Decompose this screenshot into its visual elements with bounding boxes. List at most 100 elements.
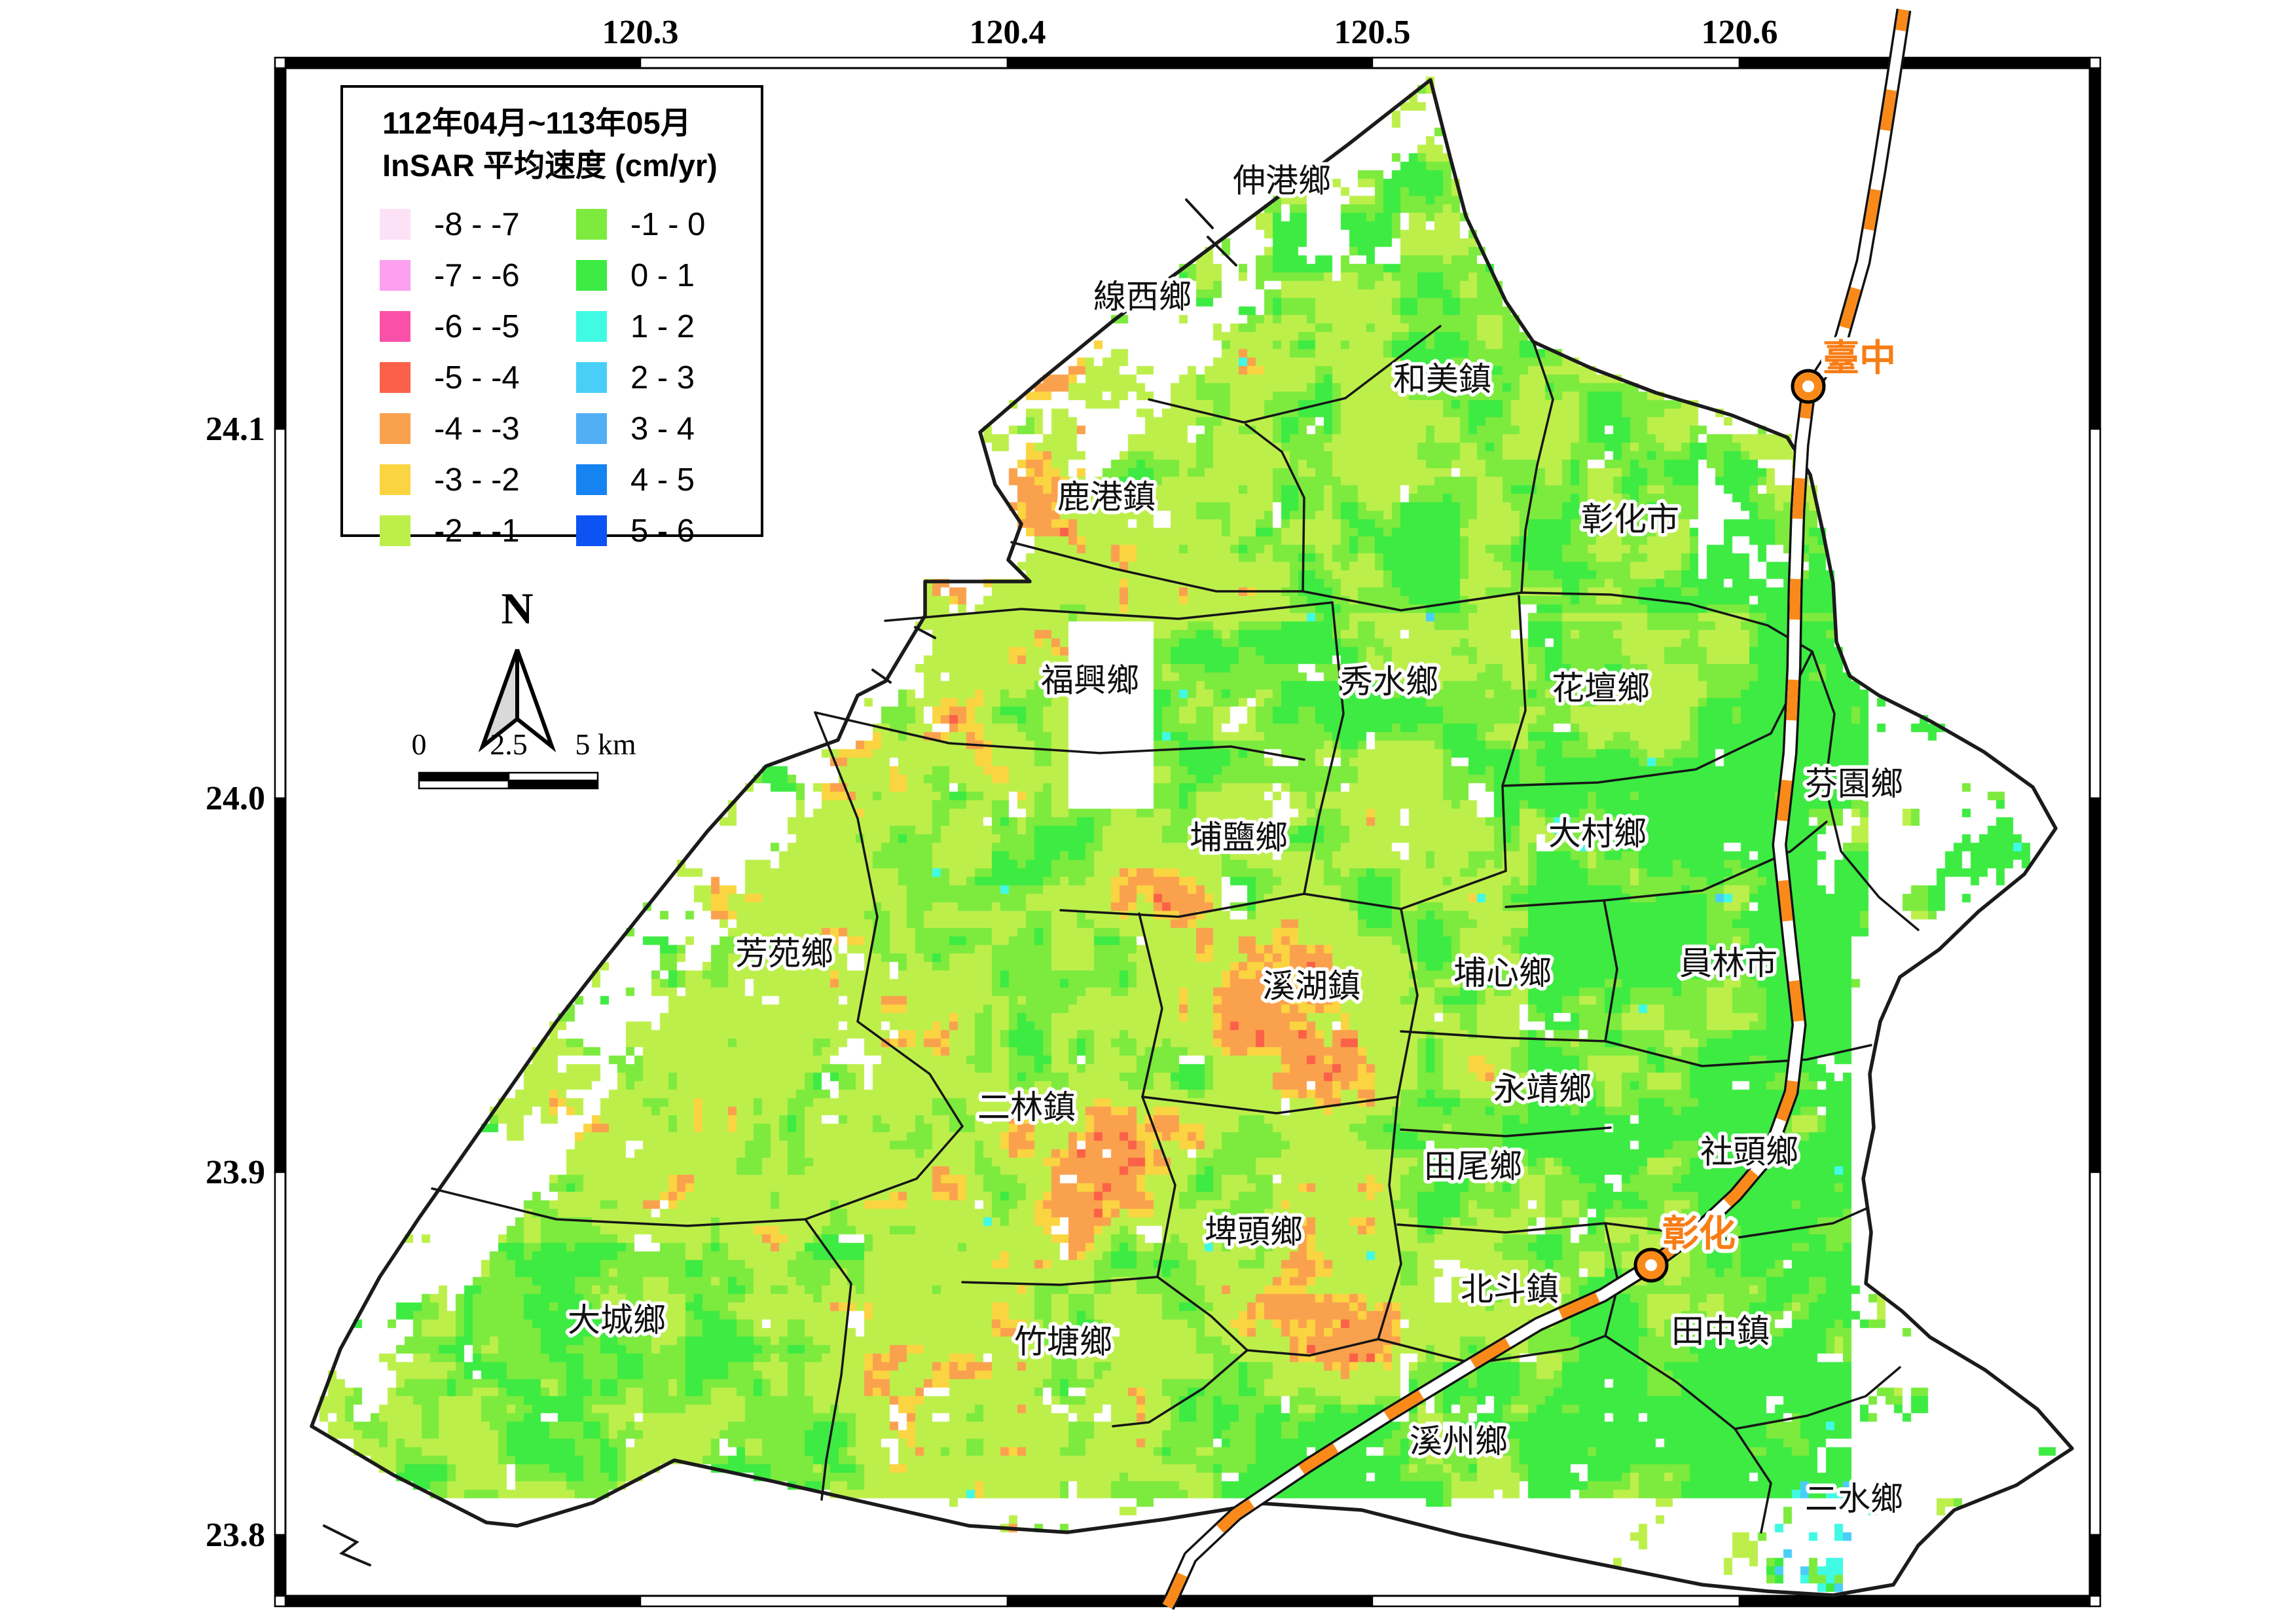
township-boundary	[1302, 590, 1523, 612]
legend-title-line2: InSAR 平均速度 (cm/yr)	[382, 147, 718, 183]
township-boundary	[1138, 912, 1163, 1098]
scale-bar-label: 5 km	[575, 728, 636, 761]
township-label: 芳苑鄉	[735, 935, 833, 972]
lon-tick-label: 120.4	[970, 14, 1046, 51]
frame-band-segment	[1006, 1595, 1374, 1608]
township-boundary	[804, 1218, 852, 1501]
legend-item: 0 - 1	[576, 250, 705, 301]
frame-band-segment	[2088, 67, 2102, 430]
legend-swatch	[576, 209, 607, 240]
frame-band-segment	[274, 1171, 287, 1536]
coastal-pier-line	[914, 626, 936, 639]
legend-item: 4 - 5	[576, 454, 705, 506]
frame-band-segment	[1006, 56, 1374, 69]
legend-swatch	[380, 209, 410, 240]
frame-band-segment	[639, 1595, 1009, 1608]
frame-band-segment	[1371, 56, 1741, 69]
township-label: 鹿港鎮	[1057, 479, 1156, 515]
township-boundary	[814, 711, 1305, 761]
township-boundary	[961, 1276, 1159, 1286]
coastal-pier-line	[871, 669, 892, 684]
railway-casing	[1160, 9, 1912, 1610]
township-label: 埤頭鄉	[1205, 1213, 1303, 1250]
township-label: 埔鹽鄉	[1190, 819, 1288, 856]
north-arrow-label: N	[501, 583, 533, 633]
legend-swatch	[380, 464, 410, 496]
township-label: 溪州鄉	[1410, 1423, 1508, 1460]
legend-item: 1 - 2	[576, 301, 705, 352]
frame-band-segment	[284, 56, 642, 69]
station-marker-center	[1645, 1259, 1657, 1271]
legend-swatch	[576, 260, 607, 291]
legend-title-line1: 112年04月~113年05月	[382, 105, 691, 140]
frame-band-segment	[639, 56, 1009, 69]
map-frame: 120.3 120.4 120.5 120.6 24.1 24.0 23.9 23.8	[206, 14, 2102, 1608]
legend-columns: -8 - -7 -7 - -6 -6 - -5 -5 - -4 -4 - -3 -3 - …	[380, 199, 761, 557]
township-label: 福興鄉	[1041, 662, 1139, 699]
frame-corner	[2088, 56, 2102, 69]
legend-item: -2 - -1	[380, 506, 576, 557]
legend-item: -5 - -4	[380, 352, 576, 403]
coastal-pier-line	[323, 1524, 371, 1566]
township-boundary	[1303, 870, 1507, 910]
coastal-pier-line	[1185, 198, 1214, 229]
township-label: 彰化市	[1581, 501, 1679, 538]
legend-item-label: -5 - -4	[434, 360, 520, 396]
legend-item: 5 - 6	[576, 506, 705, 557]
frame-band-segment	[1738, 56, 2091, 69]
legend-column-positive: -1 - 0 0 - 1 1 - 2 2 - 3 3 - 4 4 - 5 5 - 6	[576, 199, 705, 557]
township-boundary	[1010, 541, 1304, 593]
lon-tick-label: 120.6	[1702, 14, 1778, 51]
frame-inner-line	[284, 67, 2091, 1597]
railway-station: 臺中	[1791, 333, 1900, 404]
township-boundary	[1148, 325, 1442, 424]
railway-dashes	[1162, 9, 1909, 1609]
legend-item: 3 - 4	[576, 403, 705, 454]
frame-corner	[274, 1595, 287, 1608]
township-boundary	[814, 711, 964, 1128]
township-boundary	[1400, 1126, 1612, 1137]
township-boundary	[804, 1125, 964, 1221]
north-arrow: N	[478, 583, 556, 752]
station-label: 臺中	[1823, 337, 1896, 378]
township-boundary	[1501, 650, 1813, 787]
legend-title: 112年04月~113年05月 InSAR 平均速度 (cm/yr)	[382, 102, 761, 187]
railway-station: 彰化	[1633, 1209, 1740, 1283]
frame-band-segment	[274, 797, 287, 1173]
township-boundary	[1112, 1276, 1248, 1428]
scale-bar-label: 0	[412, 728, 427, 761]
legend-item-label: -7 - -6	[434, 257, 520, 293]
scale-bar-segment	[507, 779, 599, 790]
map-legend: 112年04月~113年05月 InSAR 平均速度 (cm/yr) -8 - …	[340, 85, 763, 549]
legend-column-negative: -8 - -7 -7 - -6 -6 - -5 -5 - -4 -4 - -3 -3 - …	[380, 199, 576, 557]
legend-item-label: 4 - 5	[630, 462, 695, 498]
township-boundary	[1400, 1030, 1607, 1043]
coastal-pier-line	[1207, 236, 1237, 267]
frame-band-segment	[2088, 1171, 2102, 1536]
legend-swatch	[576, 362, 607, 394]
legend-swatch	[576, 464, 607, 496]
township-label: 花壇鄉	[1552, 670, 1650, 707]
legend-item-label: -8 - -7	[434, 206, 520, 242]
township-boundary	[1141, 1096, 1176, 1278]
legend-swatch	[576, 515, 607, 547]
frame-band-segment	[1738, 1595, 2091, 1608]
township-label: 埔心鄉	[1453, 955, 1552, 991]
scale-bar-segment	[507, 771, 599, 782]
frame-band-segment	[1371, 1595, 1741, 1608]
county-outline	[310, 78, 2074, 1597]
lon-tick-label: 120.3	[602, 14, 679, 51]
legend-item-label: 0 - 1	[630, 257, 695, 293]
township-label: 竹塘鄉	[1014, 1323, 1112, 1360]
frame-band-segment	[274, 67, 287, 430]
legend-swatch	[380, 515, 410, 547]
township-boundary	[1245, 423, 1305, 593]
township-boundary	[431, 1187, 807, 1227]
township-label: 線西鄉	[1093, 278, 1192, 315]
north-arrow-right-blade	[515, 648, 556, 752]
frame-corner	[2088, 1595, 2102, 1608]
legend-item: -8 - -7	[380, 199, 576, 250]
legend-item: -7 - -6	[380, 250, 576, 301]
township-label: 芬園鄉	[1805, 766, 1903, 802]
